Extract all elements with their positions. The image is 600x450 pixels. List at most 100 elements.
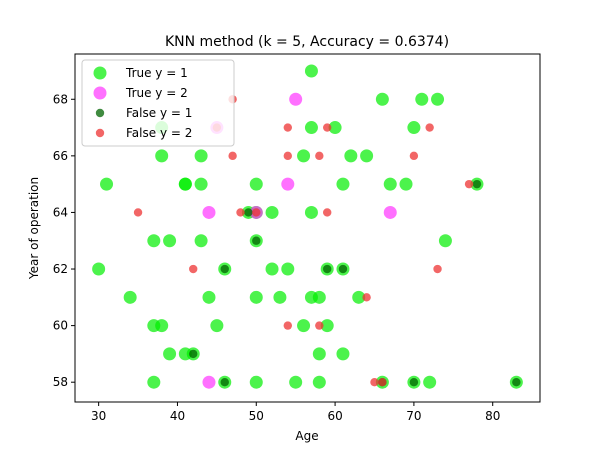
point-series-0-26	[147, 234, 160, 247]
point-series-2-9	[473, 180, 481, 188]
point-series-2-7	[410, 378, 418, 386]
point-series-2-1	[221, 265, 229, 273]
legend-label-3: False y = 2	[126, 126, 192, 140]
y-tick-label-2: 62	[53, 262, 68, 276]
point-series-0-1	[415, 93, 428, 106]
point-series-1-5	[384, 206, 397, 219]
point-series-0-16	[250, 178, 263, 191]
point-series-1-0	[289, 93, 302, 106]
point-series-0-8	[155, 149, 168, 162]
point-series-3-2	[284, 123, 292, 131]
point-series-3-15	[433, 265, 441, 273]
point-series-0-17	[336, 178, 349, 191]
point-series-0-13	[100, 178, 113, 191]
point-series-3-6	[284, 152, 292, 160]
point-series-0-12	[360, 149, 373, 162]
point-series-2-0	[252, 237, 260, 245]
point-series-0-18	[384, 178, 397, 191]
point-series-1-6	[202, 376, 215, 389]
legend: True y = 1 True y = 2 False y = 1 False y =…	[82, 60, 234, 146]
point-series-3-4	[425, 123, 433, 131]
point-series-0-56	[250, 376, 263, 389]
point-series-3-13	[323, 208, 331, 216]
x-tick-label-2: 50	[249, 409, 264, 423]
point-series-2-3	[339, 265, 347, 273]
legend-marker-1	[94, 87, 107, 100]
point-series-0-33	[266, 263, 279, 276]
x-tick-label-3: 60	[327, 409, 342, 423]
point-series-3-7	[315, 152, 323, 160]
point-series-0-54	[147, 376, 160, 389]
x-tick-label-5: 80	[485, 409, 500, 423]
point-series-3-14	[189, 265, 197, 273]
point-series-1-3	[202, 206, 215, 219]
chart-title: KNN method (k = 5, Accuracy = 0.6374)	[165, 34, 449, 50]
point-series-3-10	[134, 208, 142, 216]
point-series-0-7	[407, 121, 420, 134]
point-series-3-5	[228, 152, 236, 160]
point-series-2-4	[189, 350, 197, 358]
legend-label-1: True y = 2	[125, 86, 188, 100]
x-tick-label-1: 40	[170, 409, 185, 423]
point-series-0-21	[179, 178, 192, 191]
legend-label-0: True y = 1	[125, 66, 188, 80]
point-series-0-9	[195, 149, 208, 162]
point-series-2-2	[323, 265, 331, 273]
point-series-0-57	[289, 376, 302, 389]
point-series-0-19	[400, 178, 413, 191]
point-series-3-16	[362, 293, 370, 301]
x-tick-label-0: 30	[91, 409, 106, 423]
y-tick-label-3: 64	[53, 205, 68, 219]
point-series-0-3	[376, 93, 389, 106]
y-tick-label-4: 66	[53, 149, 68, 163]
point-series-3-9	[465, 180, 473, 188]
y-axis-label: Year of operation	[27, 177, 41, 280]
point-series-3-20	[378, 378, 386, 386]
point-series-1-2	[281, 178, 294, 191]
point-series-3-19	[370, 378, 378, 386]
point-series-0-5	[305, 121, 318, 134]
point-series-3-17	[284, 321, 292, 329]
point-series-0-34	[281, 263, 294, 276]
y-tick-label-5: 68	[53, 92, 68, 106]
point-series-0-2	[431, 93, 444, 106]
point-series-0-30	[439, 234, 452, 247]
y-tick-label-0: 58	[53, 375, 68, 389]
x-tick-label-4: 70	[406, 409, 421, 423]
point-series-0-47	[297, 319, 310, 332]
point-series-0-11	[344, 149, 357, 162]
point-series-0-42	[313, 291, 326, 304]
point-series-0-61	[423, 376, 436, 389]
point-series-0-23	[266, 206, 279, 219]
point-series-3-12	[252, 208, 260, 216]
point-series-0-10	[297, 149, 310, 162]
point-series-0-58	[313, 376, 326, 389]
point-series-0-15	[195, 178, 208, 191]
point-series-0-38	[202, 291, 215, 304]
point-series-2-5	[221, 378, 229, 386]
legend-label-2: False y = 1	[126, 106, 192, 120]
point-series-3-18	[315, 321, 323, 329]
point-series-0-49	[163, 347, 176, 360]
legend-marker-2	[96, 109, 104, 117]
point-series-0-53	[336, 347, 349, 360]
point-series-2-10	[244, 208, 252, 216]
point-series-0-40	[273, 291, 286, 304]
point-series-0-39	[250, 291, 263, 304]
x-axis-label: Age	[295, 429, 318, 443]
point-series-3-3	[323, 123, 331, 131]
point-series-0-24	[305, 206, 318, 219]
point-series-2-8	[512, 378, 520, 386]
point-series-0-45	[155, 319, 168, 332]
point-series-3-11	[236, 208, 244, 216]
legend-marker-3	[96, 129, 104, 137]
point-series-0-52	[313, 347, 326, 360]
point-series-0-27	[163, 234, 176, 247]
point-series-0-31	[92, 263, 105, 276]
point-series-0-37	[124, 291, 137, 304]
legend-marker-0	[94, 67, 107, 80]
point-series-0-28	[195, 234, 208, 247]
point-series-0-46	[210, 319, 223, 332]
